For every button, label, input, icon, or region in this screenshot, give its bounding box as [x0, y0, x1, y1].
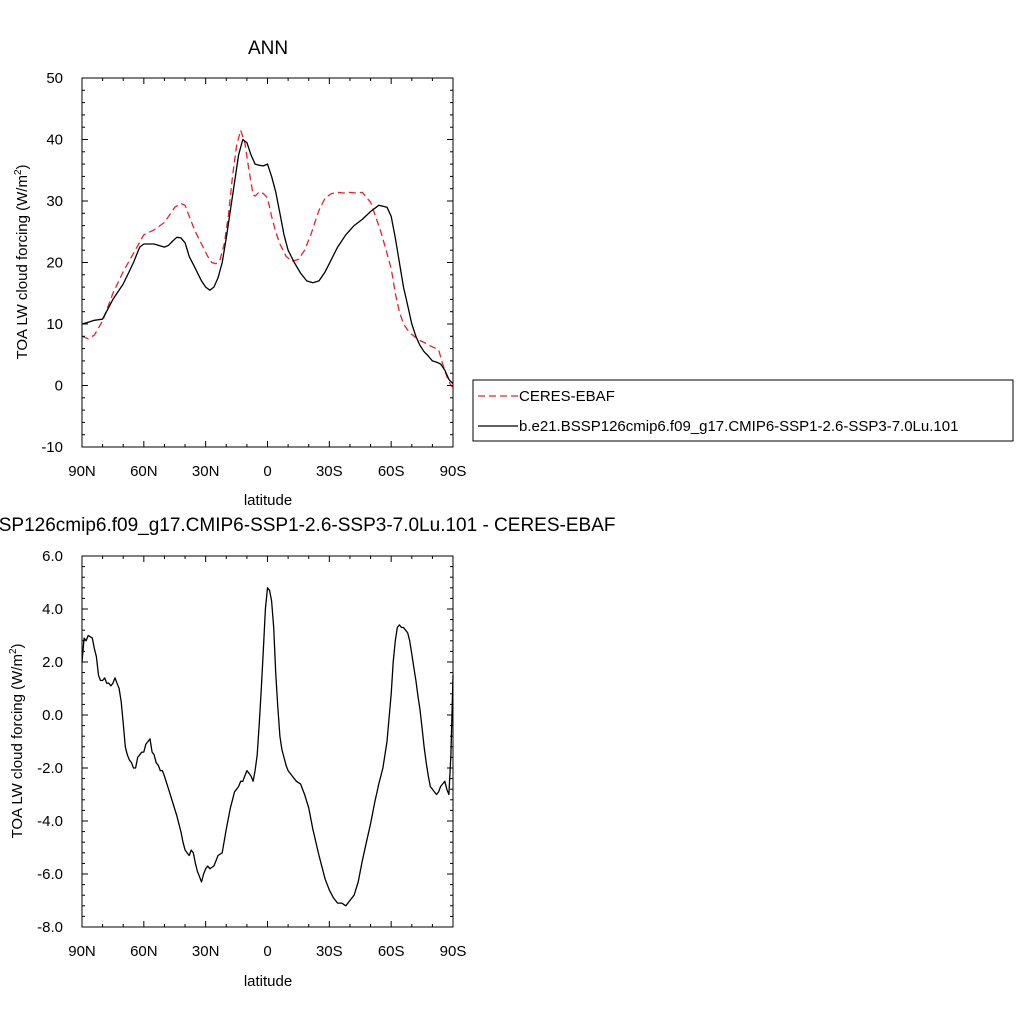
top-y-axis-label-close: ) [14, 164, 31, 169]
top-chart-legend: CERES-EBAF b.e21.BSSP126cmip6.f09_g17.CM… [472, 379, 1014, 442]
series-line-0-1 [81, 138, 454, 385]
legend-box [472, 379, 1014, 442]
x-tick-label-0-4: 30S [316, 463, 343, 480]
y-tick-label-0-1: 0 [55, 378, 63, 395]
x-tick-label-1-4: 30S [316, 943, 343, 960]
plot-frame-0 [81, 77, 454, 448]
y-tick-label-0-6: 50 [46, 70, 63, 87]
bottom-chart-title: b.e21.BSSP126cmip6.f09_g17.CMIP6-SSP1-2.… [0, 515, 615, 536]
top-y-axis-label-text: TOA LW cloud forcing (W/m [14, 175, 31, 360]
top-plot-area: 90N 60N 30N 0 30S 60S 90S -10 0 10 20 30 40 50 [41, 70, 466, 480]
top-chart-title: ANN [248, 38, 288, 59]
top-x-axis-label: latitude [244, 492, 292, 509]
plot-frame-1 [81, 555, 454, 928]
x-tick-label-1-5: 60S [378, 943, 405, 960]
y-tick-label-0-4: 30 [46, 193, 63, 210]
legend-label-ceres-ebaf: CERES-EBAF [519, 388, 615, 405]
x-tick-label-1-6: 90S [440, 943, 467, 960]
bottom-y-axis-label-text: TOA LW cloud forcing (W/m [9, 654, 26, 839]
y-tick-label-1-2: -4.0 [37, 813, 63, 830]
top-y-axis-label-superscript: 2 [13, 169, 24, 175]
y-tick-label-1-4: 0.0 [42, 707, 63, 724]
y-tick-label-1-7: 6.0 [42, 548, 63, 565]
y-tick-label-1-6: 4.0 [42, 601, 63, 618]
bottom-chart-panel: b.e21.BSSP126cmip6.f09_g17.CMIP6-SSP1-2.… [0, 515, 615, 990]
bottom-y-axis-label-superscript: 2 [8, 648, 19, 654]
bottom-x-axis-label: latitude [244, 973, 292, 990]
series-line-1-0 [81, 587, 454, 907]
bottom-y-axis-label: TOA LW cloud forcing (W/m2) [8, 643, 26, 838]
bottom-y-axis-label-close: ) [9, 643, 26, 648]
x-tick-label-0-5: 60S [378, 463, 405, 480]
top-chart-panel: ANN 90N 60N 30N 0 30S 60S 90S -10 0 10 20 30 40 50 la… [13, 38, 1014, 509]
top-y-axis-label: TOA LW cloud forcing (W/m2) [13, 164, 31, 359]
y-tick-label-1-3: -2.0 [37, 760, 63, 777]
y-tick-label-0-2: 10 [46, 316, 63, 333]
x-tick-label-0-2: 30N [192, 463, 220, 480]
x-tick-label-1-1: 60N [130, 943, 158, 960]
y-tick-label-1-0: -8.0 [37, 919, 63, 936]
x-tick-label-0-1: 60N [130, 463, 158, 480]
x-tick-label-0-0: 90N [68, 463, 96, 480]
x-tick-label-1-2: 30N [192, 943, 220, 960]
x-tick-label-0-3: 0 [263, 463, 271, 480]
x-tick-label-1-3: 0 [263, 943, 271, 960]
y-tick-label-0-5: 40 [46, 132, 63, 149]
y-tick-label-1-5: 2.0 [42, 654, 63, 671]
x-tick-label-1-0: 90N [68, 943, 96, 960]
bottom-plot-area: 90N 60N 30N 0 30S 60S 90S -8.0 -6.0 -4.0 -2.0 0.0 2.… [37, 548, 466, 960]
y-tick-label-0-3: 20 [46, 255, 63, 272]
y-tick-label-1-1: -6.0 [37, 866, 63, 883]
x-tick-label-0-6: 90S [440, 463, 467, 480]
series-line-0-0 [81, 129, 454, 388]
y-tick-label-0-0: -10 [41, 439, 63, 456]
legend-label-model: b.e21.BSSP126cmip6.f09_g17.CMIP6-SSP1-2.… [519, 418, 958, 435]
